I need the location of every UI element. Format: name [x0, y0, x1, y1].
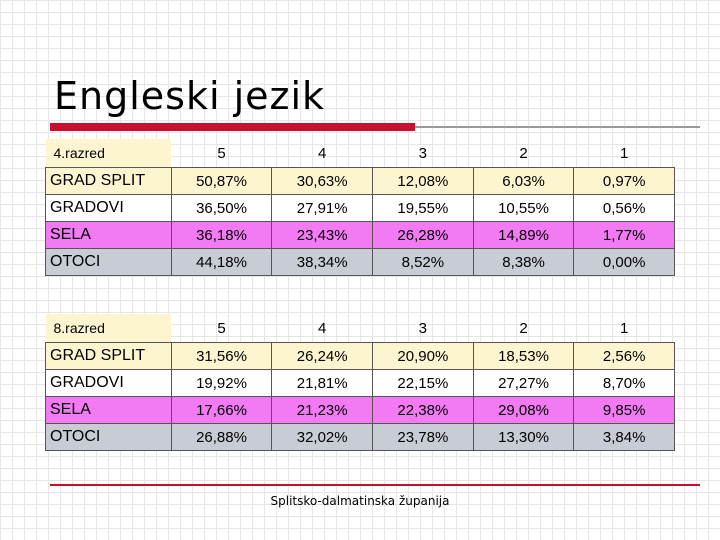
- percent-cell: 8,52%: [372, 248, 474, 276]
- table-row: SELA 17,66% 21,23% 22,38% 29,08% 9,85%: [45, 396, 675, 424]
- table-row: GRAD SPLIT 50,87% 30,63% 12,08% 6,03% 0,97%: [45, 167, 675, 195]
- grade-header: 5: [217, 319, 226, 337]
- percent-cell: 21,23%: [271, 396, 374, 424]
- row-label: GRADOVI: [45, 194, 172, 222]
- grade-header: 2: [519, 144, 528, 162]
- grade-header: 5: [217, 144, 226, 162]
- percent-cell: 22,15%: [372, 369, 474, 397]
- percent-cell: 23,43%: [271, 221, 374, 249]
- footer-line: [50, 484, 700, 486]
- percent-cell: 8,70%: [573, 369, 675, 397]
- percent-cell: 30,63%: [271, 167, 374, 195]
- percent-cell: 32,02%: [271, 423, 374, 451]
- percent-cell: 1,77%: [573, 221, 675, 249]
- grade-header: 4: [318, 319, 327, 337]
- percent-cell: 23,78%: [372, 423, 474, 451]
- grade-header: 3: [418, 319, 428, 337]
- row-label: OTOCI: [45, 248, 172, 276]
- percent-cell: 17,66%: [170, 396, 273, 424]
- title-underline-red: [50, 123, 415, 131]
- percent-cell: 6,03%: [472, 167, 575, 195]
- row-label: GRAD SPLIT: [45, 167, 172, 195]
- table-row: OTOCI 44,18% 38,34% 8,52% 8,38% 0,00%: [45, 248, 675, 276]
- slide-title: Engleski jezik: [54, 74, 326, 118]
- percent-cell: 20,90%: [372, 342, 474, 370]
- table-8-razred: 8.razred 5 4 3 2 1 GRAD SPLIT 31,56% 26,24% 20,90…: [45, 314, 675, 451]
- table-row: GRAD SPLIT 31,56% 26,24% 20,90% 18,53% 2,56%: [45, 342, 675, 370]
- percent-cell: 0,00%: [573, 248, 675, 276]
- percent-cell: 21,81%: [271, 369, 374, 397]
- percent-cell: 3,84%: [573, 423, 675, 451]
- percent-cell: 36,50%: [170, 194, 273, 222]
- row-label: GRAD SPLIT: [45, 342, 172, 370]
- percent-cell: 50,87%: [170, 167, 273, 195]
- class-label: 4.razred: [45, 139, 172, 168]
- percent-cell: 44,18%: [170, 248, 273, 276]
- row-label: GRADOVI: [45, 369, 172, 397]
- table-row: GRADOVI 19,92% 21,81% 22,15% 27,27% 8,70%: [45, 369, 675, 397]
- row-label: OTOCI: [45, 423, 172, 451]
- percent-cell: 18,53%: [472, 342, 575, 370]
- row-label: SELA: [45, 396, 172, 424]
- percent-cell: 36,18%: [170, 221, 273, 249]
- grade-header: 1: [620, 144, 629, 162]
- percent-cell: 10,55%: [472, 194, 575, 222]
- table-4-razred: 4.razred 5 4 3 2 1 GRAD SPLIT 50,87% 30,63% 12,08…: [45, 139, 675, 276]
- percent-cell: 27,27%: [472, 369, 575, 397]
- percent-cell: 26,28%: [372, 221, 474, 249]
- class-label: 8.razred: [45, 314, 172, 343]
- table-row: GRADOVI 36,50% 27,91% 19,55% 10,55% 0,56%: [45, 194, 675, 222]
- table-row: OTOCI 26,88% 32,02% 23,78% 13,30% 3,84%: [45, 423, 675, 451]
- percent-cell: 13,30%: [472, 423, 575, 451]
- footer-text: Splitsko-dalmatinska županija: [270, 494, 450, 508]
- grade-header: 2: [519, 319, 528, 337]
- percent-cell: 0,56%: [573, 194, 675, 222]
- table-row: SELA 36,18% 23,43% 26,28% 14,89% 1,77%: [45, 221, 675, 249]
- percent-cell: 2,56%: [573, 342, 675, 370]
- percent-cell: 38,34%: [271, 248, 374, 276]
- grade-header: 4: [318, 144, 327, 162]
- percent-cell: 8,38%: [472, 248, 575, 276]
- percent-cell: 26,24%: [271, 342, 374, 370]
- percent-cell: 12,08%: [372, 167, 474, 195]
- percent-cell: 14,89%: [472, 221, 575, 249]
- percent-cell: 26,88%: [170, 423, 273, 451]
- title-underline-gray: [415, 126, 700, 128]
- percent-cell: 9,85%: [573, 396, 675, 424]
- percent-cell: 22,38%: [372, 396, 474, 424]
- percent-cell: 31,56%: [170, 342, 273, 370]
- grade-header: 3: [418, 144, 428, 162]
- header-row: 8.razred 5 4 3 2 1: [45, 314, 675, 343]
- row-label: SELA: [45, 221, 172, 249]
- header-row: 4.razred 5 4 3 2 1: [45, 139, 675, 168]
- percent-cell: 29,08%: [472, 396, 575, 424]
- percent-cell: 19,55%: [372, 194, 474, 222]
- percent-cell: 27,91%: [271, 194, 374, 222]
- percent-cell: 19,92%: [170, 369, 273, 397]
- percent-cell: 0,97%: [573, 167, 675, 195]
- grade-header: 1: [620, 319, 629, 337]
